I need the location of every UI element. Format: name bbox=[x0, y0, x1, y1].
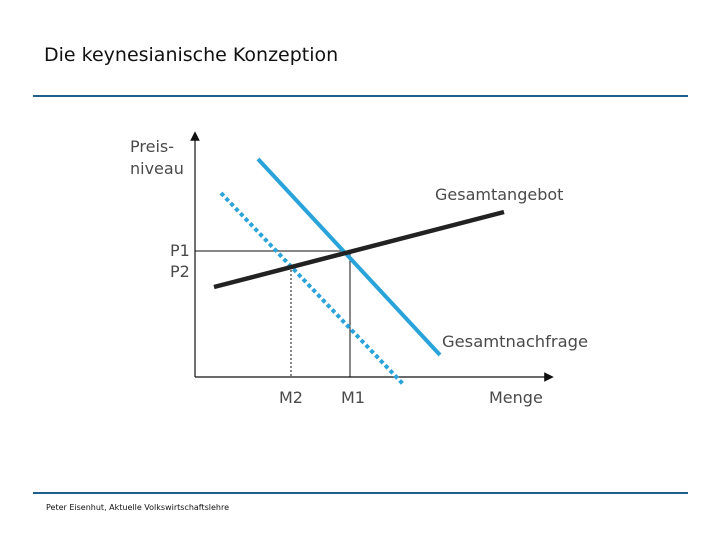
footer-divider bbox=[33, 492, 688, 494]
footer-credit: Peter Eisenhut, Aktuelle Volkswirtschaft… bbox=[46, 503, 230, 512]
m2-label: M2 bbox=[279, 388, 303, 407]
p1-label: P1 bbox=[170, 241, 190, 260]
x-axis-label: Menge bbox=[489, 388, 543, 407]
p2-label: P2 bbox=[170, 262, 190, 281]
title-divider bbox=[33, 95, 688, 97]
demand-label: Gesamtnachfrage bbox=[442, 332, 588, 351]
m1-label: M1 bbox=[341, 388, 365, 407]
y-axis-label-line1: Preis- bbox=[130, 137, 174, 156]
demand-curve bbox=[256, 157, 442, 357]
y-axis-label-line2: niveau bbox=[130, 159, 184, 178]
supply-curve bbox=[213, 209, 505, 290]
demand-shifted-curve bbox=[219, 191, 405, 386]
supply-label: Gesamtangebot bbox=[435, 185, 563, 204]
slide-title: Die keynesianische Konzeption bbox=[44, 44, 339, 66]
